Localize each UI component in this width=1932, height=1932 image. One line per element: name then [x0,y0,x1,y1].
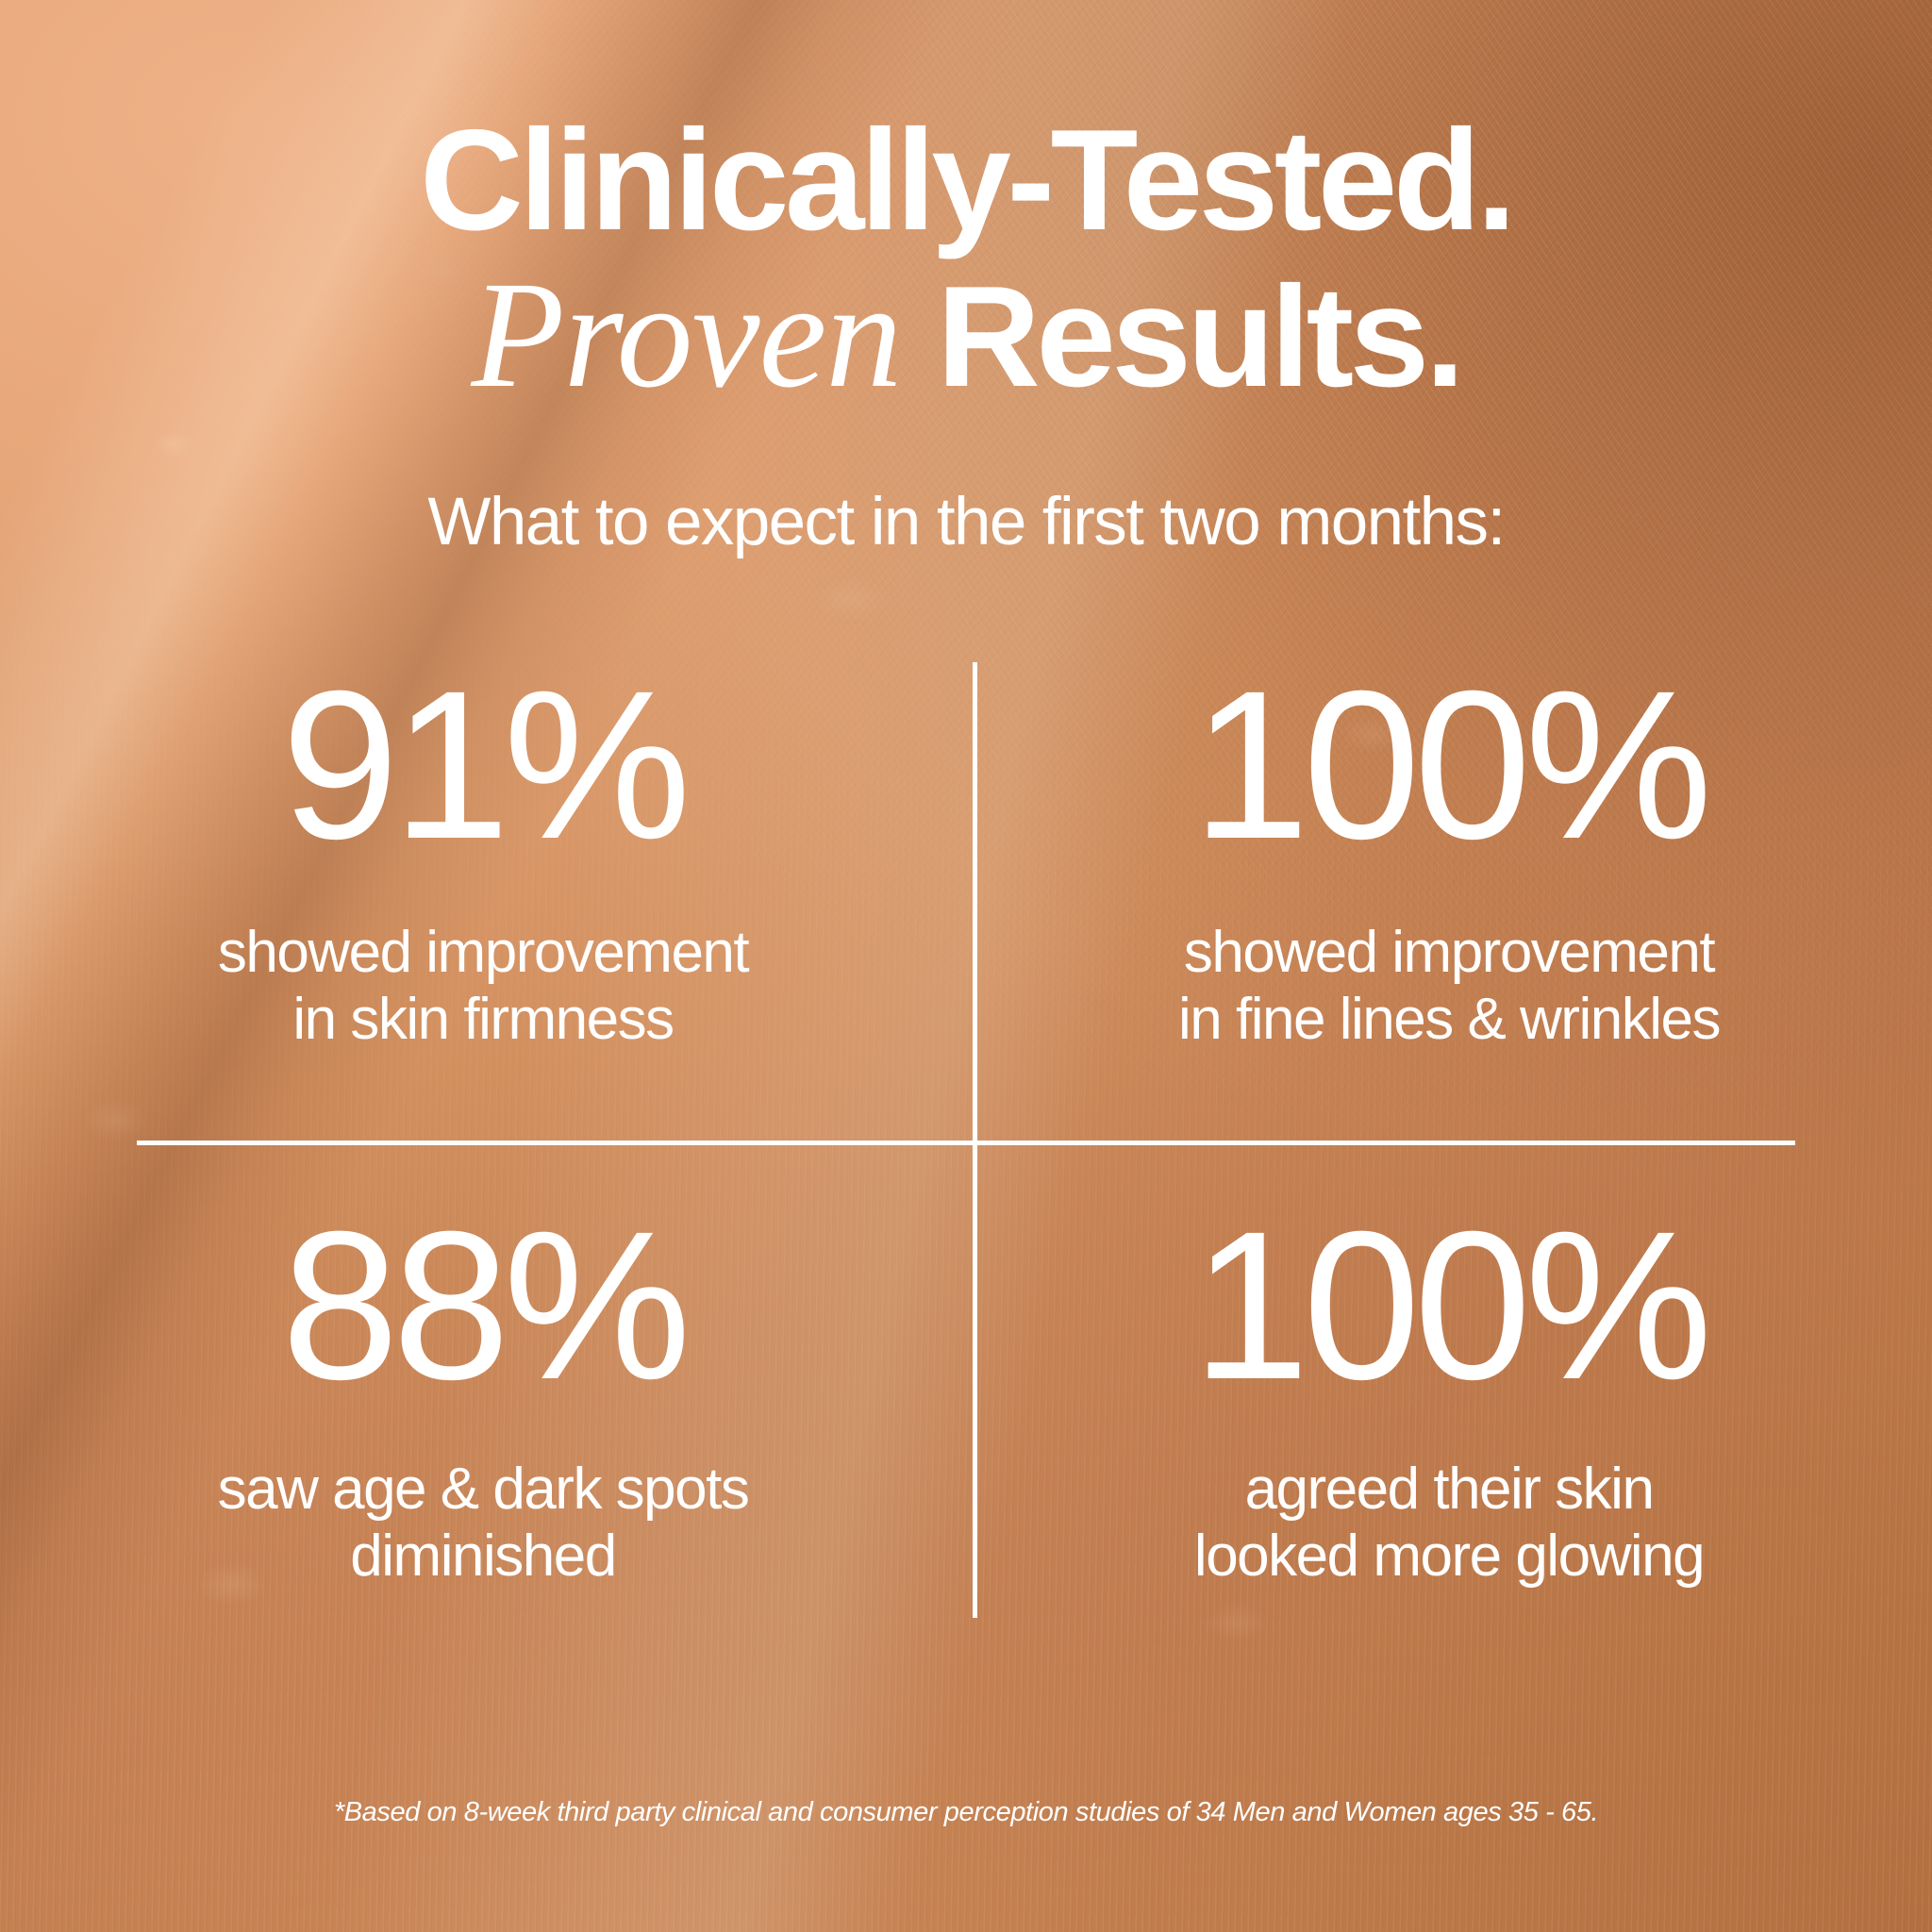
headline: Clinically-Tested. Proven Results. [0,106,1932,416]
subheadline: What to expect in the first two months: [427,485,1506,559]
headline-line-1: Clinically-Tested. [420,100,1516,260]
stats-grid: 91% showed improvement in skin firmness … [0,647,1932,1638]
headline-proven-italic: Proven [471,251,903,421]
headline-results: Results. [901,257,1465,418]
stat-value: 88% [281,1188,691,1424]
stat-cell-skin-glowing: 100% agreed their skin looked more glowi… [966,1142,1932,1638]
stat-label: showed improvement in skin firmness [217,920,750,1052]
stat-value: 91% [281,647,691,883]
stat-label: saw age & dark spots diminished [217,1457,750,1589]
stat-cell-age-dark-spots: 88% saw age & dark spots diminished [0,1142,966,1638]
stat-value: 100% [1191,647,1713,883]
stat-cell-skin-firmness: 91% showed improvement in skin firmness [0,647,966,1142]
stat-value: 100% [1191,1188,1713,1424]
divider-horizontal [137,1141,1795,1145]
stat-label: agreed their skin looked more glowing [1193,1457,1706,1589]
headline-line-2: Proven Results. [0,256,1932,418]
footnote-disclaimer: *Based on 8-week third party clinical an… [333,1797,1599,1827]
divider-vertical [973,662,977,1618]
stat-label: showed improvement in fine lines & wrink… [1178,920,1721,1052]
stat-cell-fine-lines-wrinkles: 100% showed improvement in fine lines & … [966,647,1932,1142]
